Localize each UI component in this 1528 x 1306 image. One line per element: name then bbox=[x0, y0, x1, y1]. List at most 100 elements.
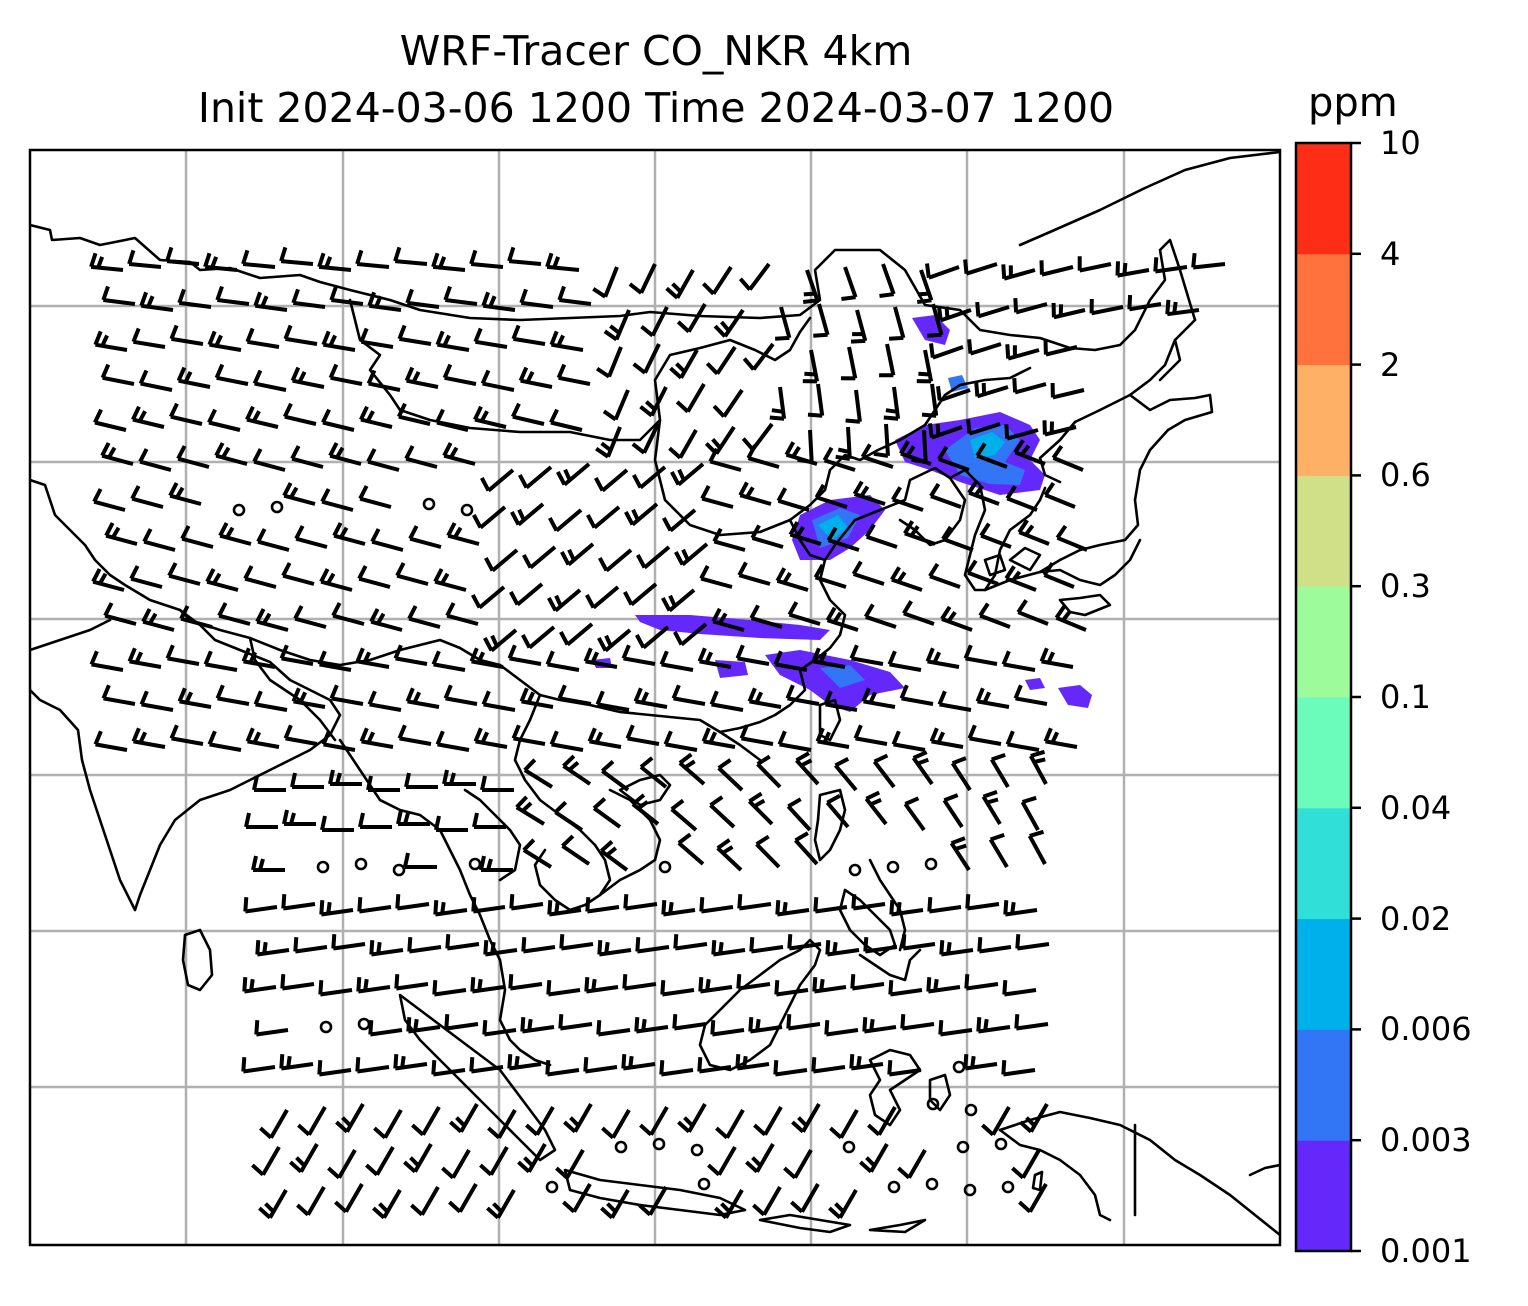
wind-barb bbox=[481, 291, 516, 312]
wind-barb bbox=[141, 608, 175, 632]
wind-barb bbox=[131, 327, 166, 349]
wind-barb bbox=[139, 690, 174, 712]
wind-barb bbox=[435, 730, 470, 752]
wind-barb bbox=[661, 588, 696, 613]
wind-barb bbox=[1055, 524, 1088, 552]
wind-barb bbox=[862, 1017, 897, 1034]
wind-barbs bbox=[89, 246, 1226, 1220]
tracer-plume-east-patch bbox=[1058, 685, 1092, 708]
wind-barb bbox=[624, 502, 659, 527]
wind-barb bbox=[811, 647, 846, 669]
wind-barb bbox=[863, 937, 898, 954]
wind-barb bbox=[826, 526, 860, 552]
wind-barb bbox=[293, 605, 327, 629]
wind-barb bbox=[317, 252, 352, 272]
wind-barb bbox=[368, 1020, 403, 1037]
wind-barb bbox=[635, 625, 670, 650]
wind-barb bbox=[433, 568, 467, 592]
wind-barb bbox=[243, 565, 277, 589]
wind-barb bbox=[911, 750, 934, 786]
wind-barb bbox=[558, 1014, 593, 1031]
wind-barb bbox=[103, 602, 137, 626]
wind-barb bbox=[1191, 253, 1226, 270]
wind-barb bbox=[444, 1014, 479, 1031]
wind-barb bbox=[93, 408, 127, 432]
wind-barb bbox=[850, 974, 885, 991]
wind-barb bbox=[521, 625, 556, 650]
wind-barb bbox=[405, 687, 440, 709]
wind-barb bbox=[365, 1145, 395, 1177]
wind-barb bbox=[359, 727, 394, 749]
wind-barb bbox=[520, 1017, 555, 1034]
wind-barb bbox=[774, 980, 809, 997]
wind-barb bbox=[321, 730, 356, 752]
wind-barb bbox=[355, 1057, 390, 1074]
wind-barb bbox=[750, 524, 784, 549]
wind-barb bbox=[218, 522, 252, 546]
wind-barb bbox=[177, 687, 212, 709]
wind-barb bbox=[518, 366, 553, 389]
wind-barb bbox=[473, 405, 507, 429]
wind-barb bbox=[714, 1188, 744, 1220]
wind-barb bbox=[602, 389, 630, 422]
wind-barb bbox=[736, 974, 771, 991]
wind-barb bbox=[331, 602, 365, 626]
colorbar-tick-label: 2 bbox=[1380, 345, 1401, 384]
wind-barb bbox=[1051, 302, 1086, 320]
wind-barb bbox=[825, 940, 860, 957]
colorbar-swatch bbox=[1296, 475, 1351, 587]
wind-barb bbox=[180, 525, 214, 549]
wind-barb bbox=[432, 980, 467, 997]
wind-barb bbox=[639, 756, 668, 789]
wind-barb bbox=[479, 1145, 509, 1177]
wind-barb bbox=[967, 479, 1000, 506]
wind-barb bbox=[824, 1020, 859, 1037]
wind-barb bbox=[319, 568, 353, 592]
wind-barb bbox=[1018, 1182, 1048, 1214]
wind-barb bbox=[445, 602, 479, 626]
wind-barb bbox=[511, 324, 546, 346]
colorbar-tick-label: 0.1 bbox=[1380, 678, 1431, 716]
wind-barb bbox=[583, 647, 618, 669]
wind-barb bbox=[597, 628, 632, 653]
wind-barb bbox=[634, 1017, 669, 1034]
wind-barb bbox=[138, 448, 172, 472]
wind-barb bbox=[279, 644, 314, 666]
wind-barb bbox=[712, 388, 744, 418]
wind-barb bbox=[433, 900, 468, 917]
wind-barb bbox=[1011, 1148, 1041, 1180]
colorbar-tick-label: 0.02 bbox=[1380, 899, 1452, 938]
wind-barb bbox=[888, 980, 923, 997]
wind-barb bbox=[435, 408, 469, 432]
wind-barb bbox=[879, 263, 896, 298]
wind-barb bbox=[903, 520, 936, 546]
wind-barb bbox=[639, 1105, 669, 1137]
wind-barb bbox=[794, 831, 819, 866]
wind-barb bbox=[966, 419, 1001, 436]
wind-barb bbox=[290, 445, 324, 469]
wind-barb bbox=[203, 252, 238, 272]
wind-barb bbox=[823, 690, 858, 712]
wind-barb bbox=[396, 402, 431, 426]
wind-barb bbox=[556, 363, 591, 386]
wind-barb bbox=[245, 727, 280, 749]
wind-barb bbox=[929, 482, 962, 509]
wind-barb bbox=[1001, 264, 1036, 281]
wind-barb bbox=[519, 288, 554, 309]
wind-barb bbox=[701, 727, 736, 749]
wind-barb bbox=[829, 1108, 859, 1140]
wind-barb bbox=[328, 442, 362, 466]
wind-barb bbox=[704, 425, 736, 456]
wind-barb bbox=[631, 423, 660, 455]
wind-barb bbox=[977, 937, 1012, 954]
wind-barb bbox=[787, 934, 822, 951]
wind-barb bbox=[583, 1057, 618, 1074]
wind-barb bbox=[662, 508, 697, 533]
wind-barb bbox=[559, 622, 594, 647]
wind-barb bbox=[549, 730, 584, 752]
wind-barb bbox=[674, 542, 709, 567]
wind-barb bbox=[784, 441, 818, 466]
wind-barb bbox=[974, 381, 1009, 399]
wind-barb bbox=[321, 408, 355, 432]
wind-barb bbox=[1054, 604, 1087, 632]
